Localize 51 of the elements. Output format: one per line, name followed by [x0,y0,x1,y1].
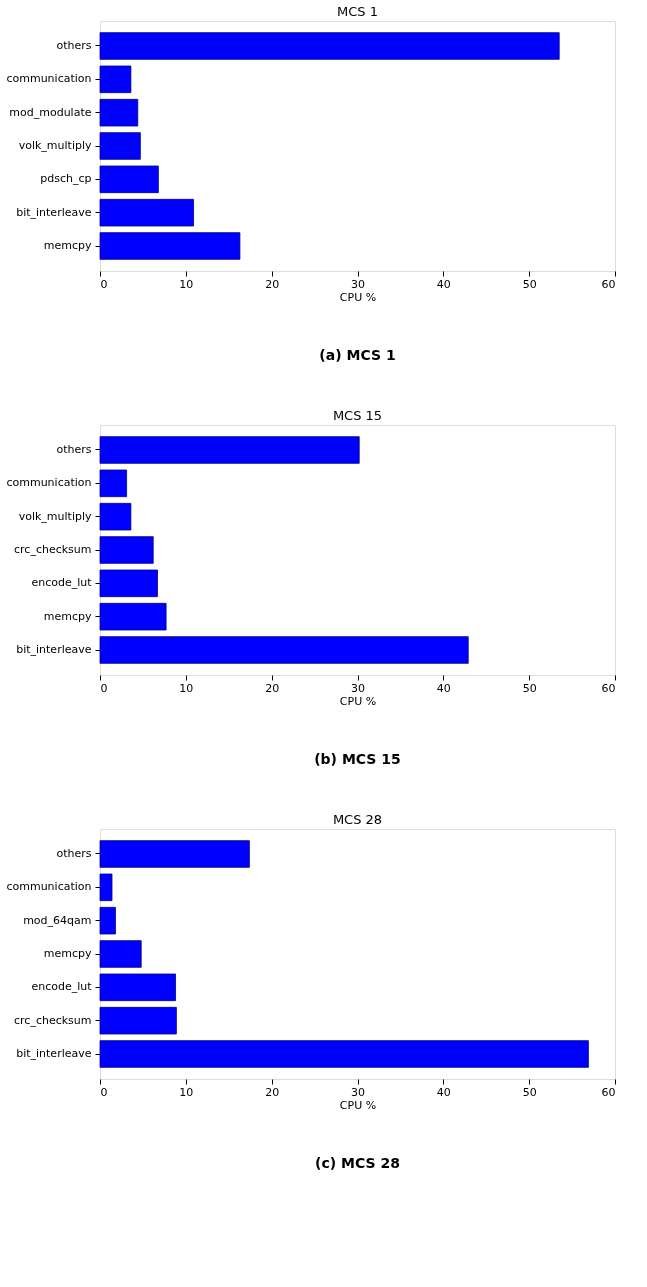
x-tick-label: 0 [100,277,108,291]
x-tick-label: 60 [601,277,616,291]
y-tick-label: encode_lut [31,980,93,994]
x-axis-title: CPU % [339,694,377,708]
x-tick-label: 10 [179,681,194,695]
x-tick-label: 60 [601,1085,616,1099]
y-tick-label: others [56,443,92,456]
x-tick-label: 60 [601,681,616,695]
y-tick-label: mod_64qam [23,913,92,927]
y-tick-label: bit_interleave [16,205,92,219]
x-tick-label: 40 [436,277,451,291]
y-tick-label: others [56,39,92,52]
x-tick-label: 20 [265,681,280,695]
x-tick-label: 40 [436,681,451,695]
y-tick-label: memcpy [43,947,92,960]
x-tick-label: 50 [522,681,537,695]
y-tick-label: volk_multiply [18,139,92,152]
x-tick-label: 40 [436,1085,451,1099]
y-tick-label: pdsch_cp [40,172,92,186]
y-tick-label: memcpy [43,609,92,623]
text: (b) MCS 15 [314,751,401,767]
y-tick-label: volk_multiply [18,509,92,523]
y-tick-label: encode_lut [31,576,93,590]
text: (a) MCS 1 [319,347,396,363]
x-tick-label: 30 [351,681,365,695]
x-axis-title: CPU % [339,1098,377,1112]
y-tick-label: communication [6,476,92,490]
chart-title: MCS 15 [332,408,383,423]
x-tick-label: 0 [100,1085,108,1099]
x-tick-label: 20 [265,277,280,291]
y-tick-label: crc_checksum [14,543,92,556]
y-tick-label: mod_modulate [9,105,92,119]
text: (c) MCS 28 [315,1155,400,1171]
x-tick-label: 30 [351,1085,365,1099]
x-tick-label: 0 [100,681,108,695]
y-tick-label: communication [6,880,92,894]
x-axis-title: CPU % [339,290,377,304]
y-tick-label: others [56,847,92,860]
y-tick-label: communication [6,72,92,86]
y-tick-label: bit_interleave [16,643,92,656]
x-tick-label: 10 [179,1085,194,1099]
x-tick-label: 50 [522,277,537,291]
x-tick-label: 20 [265,1085,280,1099]
y-tick-label: bit_interleave [16,1047,92,1060]
chart-title: MCS 1 [337,4,378,19]
x-tick-label: 50 [522,1085,537,1099]
chart-title: MCS 28 [332,812,383,827]
x-tick-label: 10 [179,277,194,291]
x-tick-label: 30 [351,277,365,291]
y-tick-label: crc_checksum [14,1013,92,1027]
y-tick-label: memcpy [43,239,92,252]
